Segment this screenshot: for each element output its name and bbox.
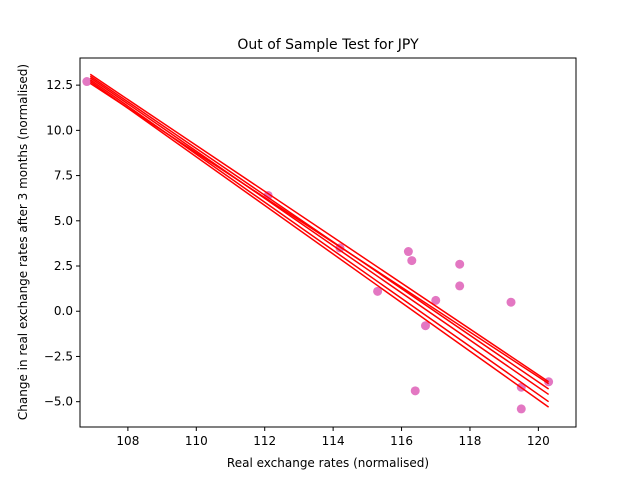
x-axis: 108 110 112 114 116 118 120 (116, 427, 550, 448)
regression-line-1 (89, 73, 550, 383)
scatter-point-1 (82, 77, 92, 87)
scatter-point-12 (506, 297, 516, 307)
scatter-point-5 (403, 247, 413, 257)
chart-title: Out of Sample Test for JPY (237, 37, 419, 53)
y-axis-label: Change in real exchange rates after 3 mo… (16, 64, 30, 420)
x-axis-label: Real exchange rates (normalised) (227, 456, 429, 470)
x-tick-label: 114 (322, 434, 345, 448)
y-axis: −5.0 −2.5 0.0 2.5 5.0 7.5 10.0 12.5 (44, 78, 80, 409)
regression-line-2 (89, 75, 550, 390)
scatter-point-8 (420, 321, 430, 331)
y-tick-label: 10.0 (46, 123, 73, 137)
y-tick-label: 12.5 (46, 78, 73, 92)
x-tick-label: 118 (459, 434, 482, 448)
x-tick-label: 110 (185, 434, 208, 448)
y-tick-label: 5.0 (54, 214, 73, 228)
regression-line-5 (89, 80, 550, 408)
x-tick-label: 112 (253, 434, 276, 448)
y-tick-label: 0.0 (54, 304, 73, 318)
scatter-point-14 (516, 404, 526, 414)
scatter-point-11 (455, 281, 465, 291)
y-tick-label: 2.5 (54, 259, 73, 273)
regression-line-3 (89, 77, 550, 396)
x-tick-label: 116 (390, 434, 413, 448)
x-tick-label: 120 (527, 434, 550, 448)
scatter-point-9 (431, 295, 441, 305)
scatter-point-6 (407, 256, 417, 266)
regression-line-6 (89, 82, 550, 385)
y-tick-label: −5.0 (44, 395, 73, 409)
y-tick-label: 7.5 (54, 169, 73, 183)
scatter-point-4 (373, 286, 383, 296)
plot-area (82, 73, 554, 414)
scatter-point-10 (455, 259, 465, 269)
x-tick-label: 108 (116, 434, 139, 448)
y-tick-label: −2.5 (44, 349, 73, 363)
scatter-point-7 (410, 386, 420, 396)
axes-frame (79, 57, 577, 428)
